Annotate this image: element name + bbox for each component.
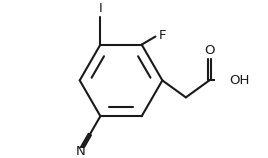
Text: N: N (75, 145, 85, 158)
Text: OH: OH (229, 74, 249, 87)
Text: O: O (204, 44, 215, 57)
Text: I: I (99, 2, 102, 15)
Text: F: F (159, 29, 166, 42)
